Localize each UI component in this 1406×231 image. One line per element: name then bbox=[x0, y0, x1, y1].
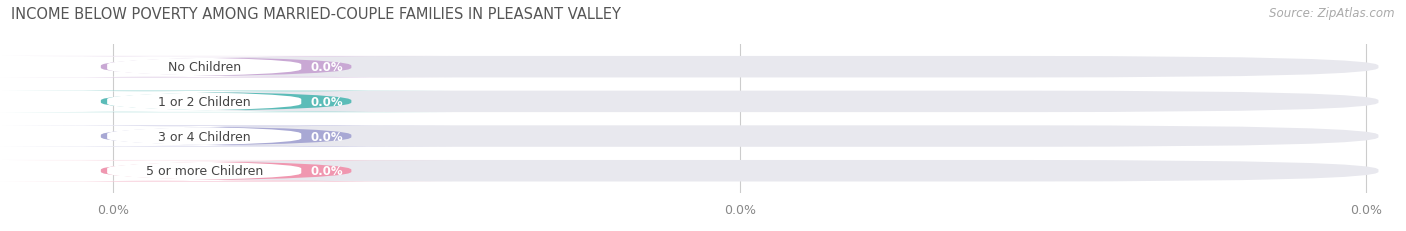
Text: 0.0%: 0.0% bbox=[309, 130, 343, 143]
Text: No Children: No Children bbox=[167, 61, 240, 74]
Text: 3 or 4 Children: 3 or 4 Children bbox=[157, 130, 250, 143]
Text: 5 or more Children: 5 or more Children bbox=[146, 164, 263, 177]
FancyBboxPatch shape bbox=[0, 91, 451, 113]
Text: INCOME BELOW POVERTY AMONG MARRIED-COUPLE FAMILIES IN PLEASANT VALLEY: INCOME BELOW POVERTY AMONG MARRIED-COUPL… bbox=[11, 7, 621, 22]
FancyBboxPatch shape bbox=[0, 160, 451, 182]
FancyBboxPatch shape bbox=[0, 57, 451, 78]
FancyBboxPatch shape bbox=[0, 57, 408, 78]
FancyBboxPatch shape bbox=[0, 161, 408, 182]
FancyBboxPatch shape bbox=[101, 160, 1378, 182]
FancyBboxPatch shape bbox=[101, 91, 1378, 113]
FancyBboxPatch shape bbox=[0, 91, 408, 112]
Text: 0.0%: 0.0% bbox=[309, 164, 343, 177]
FancyBboxPatch shape bbox=[101, 57, 1378, 78]
Text: 0.0%: 0.0% bbox=[309, 95, 343, 108]
Text: 0.0%: 0.0% bbox=[309, 61, 343, 74]
FancyBboxPatch shape bbox=[101, 126, 1378, 147]
Text: 1 or 2 Children: 1 or 2 Children bbox=[157, 95, 250, 108]
Text: Source: ZipAtlas.com: Source: ZipAtlas.com bbox=[1270, 7, 1395, 20]
FancyBboxPatch shape bbox=[0, 126, 408, 147]
FancyBboxPatch shape bbox=[0, 126, 451, 147]
